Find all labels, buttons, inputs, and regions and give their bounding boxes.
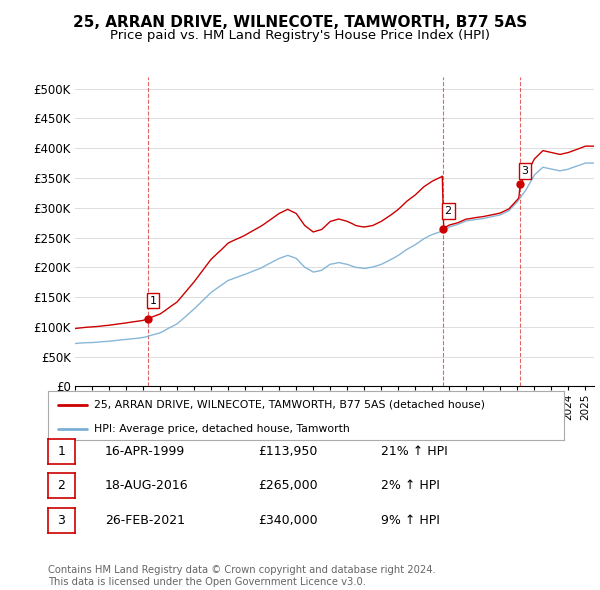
Text: 3: 3 <box>58 514 65 527</box>
Text: 25, ARRAN DRIVE, WILNECOTE, TAMWORTH, B77 5AS: 25, ARRAN DRIVE, WILNECOTE, TAMWORTH, B7… <box>73 15 527 30</box>
Text: 16-APR-1999: 16-APR-1999 <box>105 445 185 458</box>
Text: £340,000: £340,000 <box>258 514 317 527</box>
Text: 1: 1 <box>149 296 157 306</box>
Text: HPI: Average price, detached house, Tamworth: HPI: Average price, detached house, Tamw… <box>94 424 350 434</box>
Text: 21% ↑ HPI: 21% ↑ HPI <box>381 445 448 458</box>
Text: 9% ↑ HPI: 9% ↑ HPI <box>381 514 440 527</box>
Text: 26-FEB-2021: 26-FEB-2021 <box>105 514 185 527</box>
Text: £113,950: £113,950 <box>258 445 317 458</box>
Text: 2% ↑ HPI: 2% ↑ HPI <box>381 479 440 492</box>
Text: 3: 3 <box>521 166 529 176</box>
Text: 1: 1 <box>58 445 65 458</box>
Text: £265,000: £265,000 <box>258 479 317 492</box>
Text: 25, ARRAN DRIVE, WILNECOTE, TAMWORTH, B77 5AS (detached house): 25, ARRAN DRIVE, WILNECOTE, TAMWORTH, B7… <box>94 399 485 409</box>
Text: 2: 2 <box>445 206 452 216</box>
Text: 2: 2 <box>58 479 65 492</box>
Text: Contains HM Land Registry data © Crown copyright and database right 2024.
This d: Contains HM Land Registry data © Crown c… <box>48 565 436 587</box>
Text: Price paid vs. HM Land Registry's House Price Index (HPI): Price paid vs. HM Land Registry's House … <box>110 30 490 42</box>
Text: 18-AUG-2016: 18-AUG-2016 <box>105 479 188 492</box>
